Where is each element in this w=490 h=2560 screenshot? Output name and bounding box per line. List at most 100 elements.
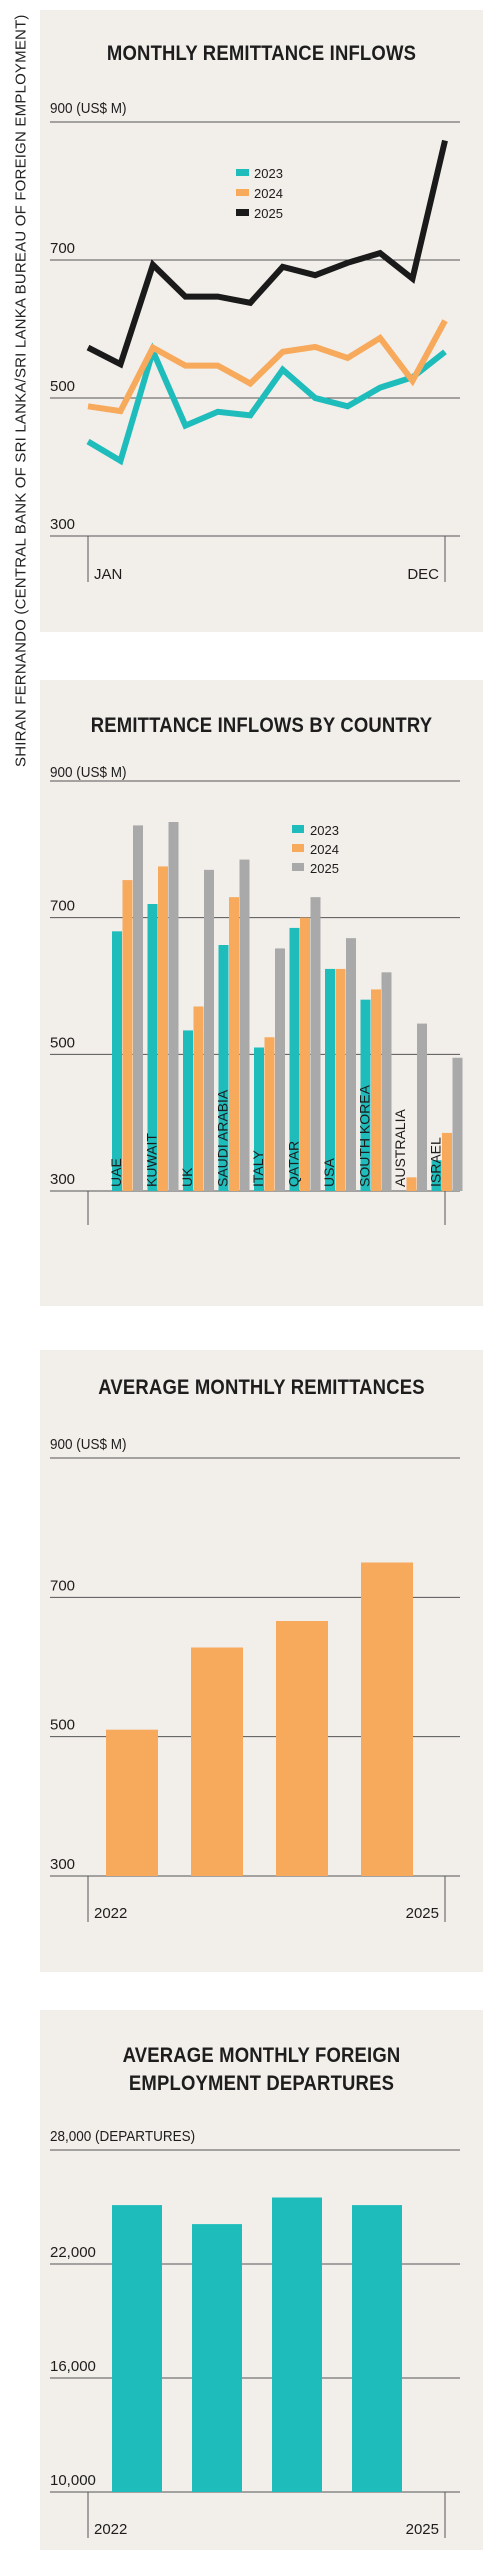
series-line-2025 [86,139,448,369]
bar-israel-2025 [452,1057,463,1191]
unit-text: (DEPARTURES) [95,2128,196,2145]
category-label: USA [321,1158,337,1187]
category-label: ISRAEL [428,1137,444,1187]
x-label-first: 2022 [94,1905,127,1922]
legend-swatch-2025 [292,863,304,871]
legend-swatch-2023 [236,169,249,176]
bar-italy-2023 [254,1047,264,1191]
bar-saudi-arabia-2023 [218,945,229,1191]
chart-title: REMITTANCE INFLOWS BY COUNTRY [90,714,433,737]
bar-uae-2024 [122,880,133,1191]
bar-israel-2023 [431,1160,442,1191]
grouped-bar-chart-svg: 700 500 300 UAE KUWAIT UK SAUDI ARABIA ITALY QAT… [50,780,463,1225]
x-label-first: 2022 [94,2521,127,2538]
y-tick-top: 28,000 [50,2128,92,2145]
source-credit: SHIRAN FERNANDO (CENTRAL BANK OF SRI LAN… [12,14,30,767]
y-tick-label: 500 [50,1034,75,1051]
y-tick-label: 700 [50,240,75,257]
category-label: AUSTRALIA [392,1109,408,1187]
series-line-2023 [86,342,447,466]
bar-qatar-2023 [289,927,300,1191]
category-label: KUWAIT [144,1133,160,1187]
x-label-jan: JAN [94,566,122,583]
legend-swatch-2023 [292,825,304,833]
bar-uk-2023 [183,1030,193,1191]
bar-kuwait-2025 [168,822,179,1191]
chart-title: MONTHLY REMITTANCE INFLOWS [106,42,417,65]
y-tick-top: 900 [50,100,73,117]
y-tick-label: 300 [50,1856,75,1873]
legend-swatch-2024 [292,844,304,852]
unit-text: (US$ M) [76,1436,127,1453]
panel-average-monthly-remittances: AVERAGE MONTHLY REMITTANCES 900 (US$ M) … [40,1350,483,1972]
unit-label: 900 (US$ M) [50,100,127,117]
legend-label-2024: 2024 [310,842,339,857]
y-tick-label: 22,000 [50,2244,96,2261]
bar-qatar-2025 [310,897,321,1191]
bar-italy-2024 [264,1037,275,1191]
bar-3 [352,2205,402,2492]
departures-bar-chart-svg: 22,000 16,000 10,000 2022 2025 [50,2149,460,2538]
y-tick-label: 10,000 [50,2472,96,2489]
bar-usa-2023 [325,968,335,1191]
y-tick-label: 700 [50,1577,75,1594]
y-tick-label: 300 [50,1171,75,1188]
category-label: SOUTH KOREA [357,1084,373,1187]
bar-2 [276,1621,328,1876]
y-tick-top: 900 [50,1436,73,1453]
y-tick-label: 300 [50,516,75,533]
unit-text: (US$ M) [76,764,127,781]
y-tick-label: 500 [50,378,75,395]
panel-foreign-employment-departures: AVERAGE MONTHLY FOREIGN EMPLOYMENT DEPAR… [40,2010,483,2550]
series-line-2024 [87,319,448,415]
bar-0 [112,2205,162,2492]
category-label: ITALY [250,1150,266,1187]
chart-title: AVERAGE MONTHLY REMITTANCES [98,1376,425,1399]
legend-label-2025: 2025 [254,206,283,221]
category-label: UAE [108,1158,124,1187]
legend-label-2023: 2023 [254,166,283,181]
y-tick-label: 700 [50,898,75,915]
panel-inflows-by-country: REMITTANCE INFLOWS BY COUNTRY 900 (US$ M… [40,680,483,1306]
bar-usa-2025 [346,938,356,1191]
x-label-last: 2025 [406,1905,439,1922]
bar-south-korea-2025 [381,972,392,1191]
bar-uk-2025 [204,869,214,1191]
y-tick-label: 500 [50,1717,75,1734]
bar-kuwait-2023 [147,904,158,1191]
remittances-bar-chart-svg: 700 500 300 2022 2025 [50,1457,460,1922]
legend-swatch-2024 [236,189,249,196]
legend-swatch-2025 [236,209,249,216]
y-tick-top: 900 [50,764,73,781]
bar-kuwait-2024 [158,866,168,1191]
bar-1 [192,2224,242,2492]
chart-title-line-1: AVERAGE MONTHLY FOREIGN [122,2044,401,2067]
panel-monthly-remittance-inflows: MONTHLY REMITTANCE INFLOWS 900 (US$ M) 7… [40,10,483,632]
bar-south-korea-2023 [360,999,371,1191]
bar-qatar-2024 [300,917,310,1191]
bar-usa-2024 [335,968,346,1191]
x-label-dec: DEC [407,566,439,583]
bar-australia-2025 [417,1023,427,1191]
bar-israel-2024 [442,1132,452,1191]
chart-title-line-2: EMPLOYMENT DEPARTURES [128,2072,395,2095]
legend-label-2025: 2025 [310,861,339,876]
line-chart-svg: 700 500 300 JAN DEC 2023 2024 2025 [50,121,460,583]
unit-text: (US$ M) [76,100,127,117]
bar-1 [191,1647,243,1876]
bar-australia-2024 [406,1177,417,1191]
legend-label-2023: 2023 [310,823,339,838]
unit-label: 900 (US$ M) [50,1436,127,1453]
category-label: UK [179,1167,195,1187]
category-label: QATAR [286,1141,302,1187]
bar-0 [106,1729,158,1876]
unit-label: 900 (US$ M) [50,764,127,781]
bar-saudi-arabia-2025 [239,859,250,1191]
y-tick-label: 16,000 [50,2358,96,2375]
bar-italy-2025 [275,948,285,1191]
legend-label-2024: 2024 [254,186,283,201]
bar-south-korea-2024 [371,989,381,1191]
bar-saudi-arabia-2024 [229,897,239,1191]
x-label-last: 2025 [406,2521,439,2538]
category-label: SAUDI ARABIA [215,1089,231,1187]
